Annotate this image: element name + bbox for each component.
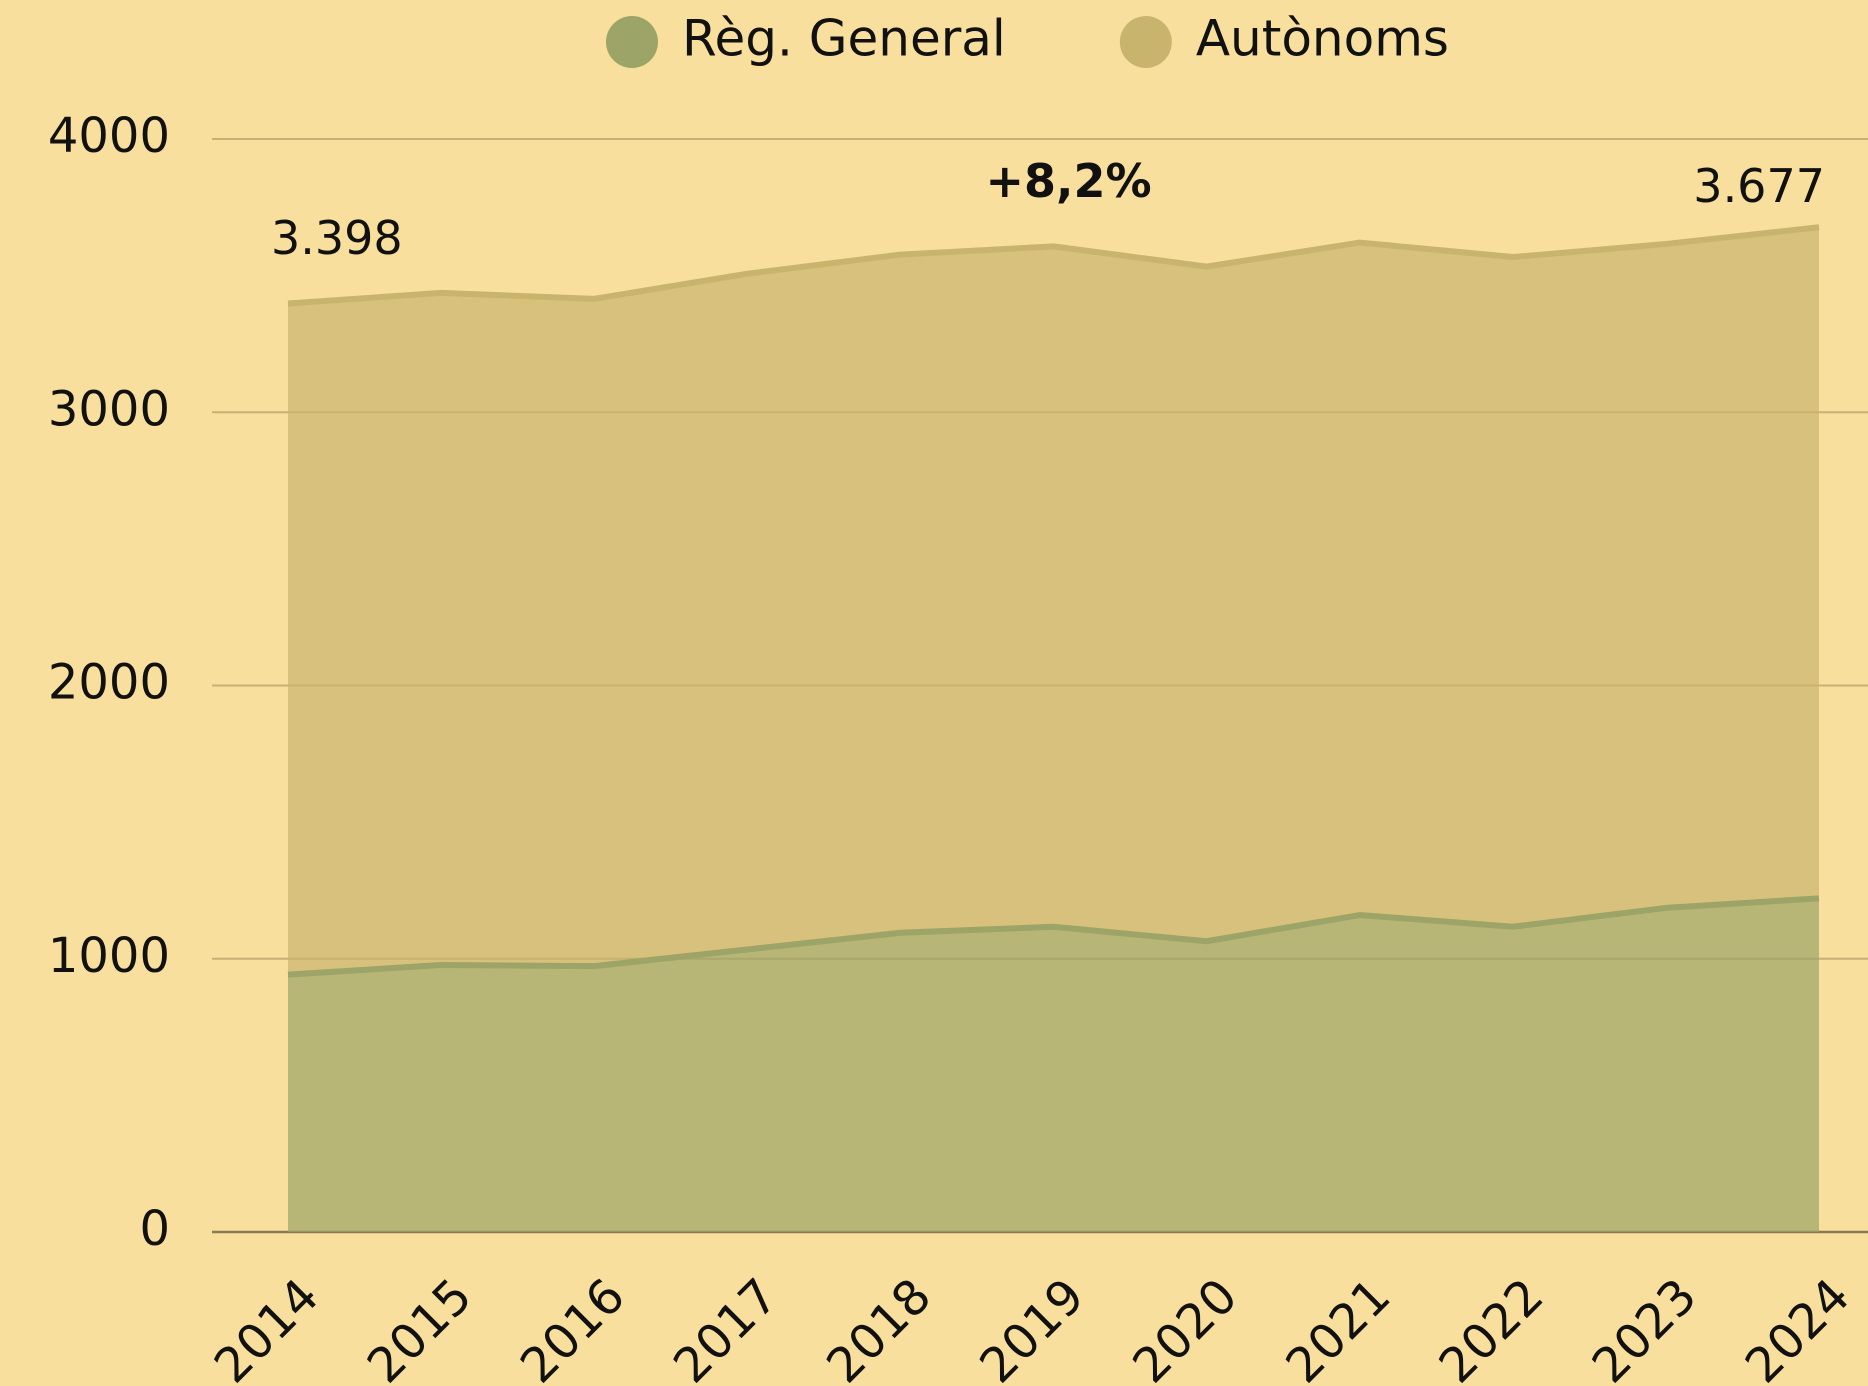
legend-label: Règ. General bbox=[682, 10, 1006, 68]
annotation: 3.398 bbox=[271, 211, 403, 265]
area bbox=[288, 227, 1819, 975]
y-tick-label: 0 bbox=[139, 1201, 170, 1257]
legend-label: Autònoms bbox=[1196, 10, 1449, 68]
area-line bbox=[287, 224, 1820, 307]
annotation: +8,2% bbox=[985, 154, 1151, 208]
y-tick-label: 1000 bbox=[48, 928, 170, 984]
legend-swatch bbox=[1119, 16, 1172, 68]
area-line bbox=[287, 895, 1820, 978]
y-tick-label: 4000 bbox=[48, 108, 170, 164]
legend: Règ. General Autònoms bbox=[606, 10, 1449, 68]
area bbox=[288, 898, 1819, 1232]
y-tick-label: 2000 bbox=[48, 655, 170, 711]
annotation: 3.677 bbox=[1693, 159, 1825, 213]
legend-swatch bbox=[606, 16, 658, 68]
y-tick-label: 3000 bbox=[48, 381, 170, 437]
